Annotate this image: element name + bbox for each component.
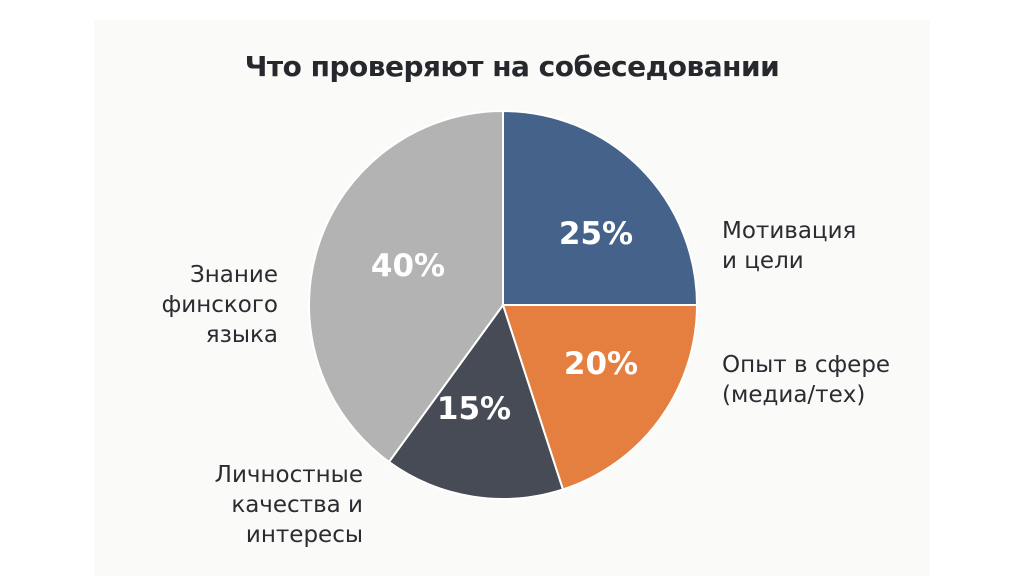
category-label-line: языка bbox=[206, 322, 278, 348]
category-label-line: и цели bbox=[722, 248, 804, 274]
chart-title: Что проверяют на собеседовании bbox=[244, 50, 780, 83]
slice-value-label: 15% bbox=[437, 391, 511, 427]
slice-value-label: 25% bbox=[559, 216, 633, 252]
slice-value-label: 40% bbox=[371, 248, 445, 284]
category-label: Опыт в сфере (медиа/тех) bbox=[722, 352, 890, 408]
pie-slice-3 bbox=[387, 302, 565, 500]
category-label-line: Личностные bbox=[215, 462, 363, 488]
category-label-line: Знание bbox=[190, 262, 278, 288]
category-label: Мотивация и цели bbox=[722, 218, 856, 274]
category-label: Знание финского языка bbox=[162, 262, 278, 348]
category-label-line: интересы bbox=[246, 522, 363, 548]
category-label-line: Мотивация bbox=[722, 218, 856, 244]
pie-slice-1 bbox=[502, 109, 699, 306]
category-label-line: финского bbox=[162, 292, 278, 318]
slice-value-label: 20% bbox=[564, 346, 638, 382]
category-label-line: качества и bbox=[231, 492, 363, 518]
category-label-line: Опыт в сфере bbox=[722, 352, 890, 378]
category-label: Личностные качества и интересы bbox=[215, 462, 363, 548]
pie-slice-2 bbox=[501, 304, 699, 491]
pie-slice-4 bbox=[308, 109, 504, 464]
category-label-line: (медиа/тех) bbox=[722, 382, 865, 408]
